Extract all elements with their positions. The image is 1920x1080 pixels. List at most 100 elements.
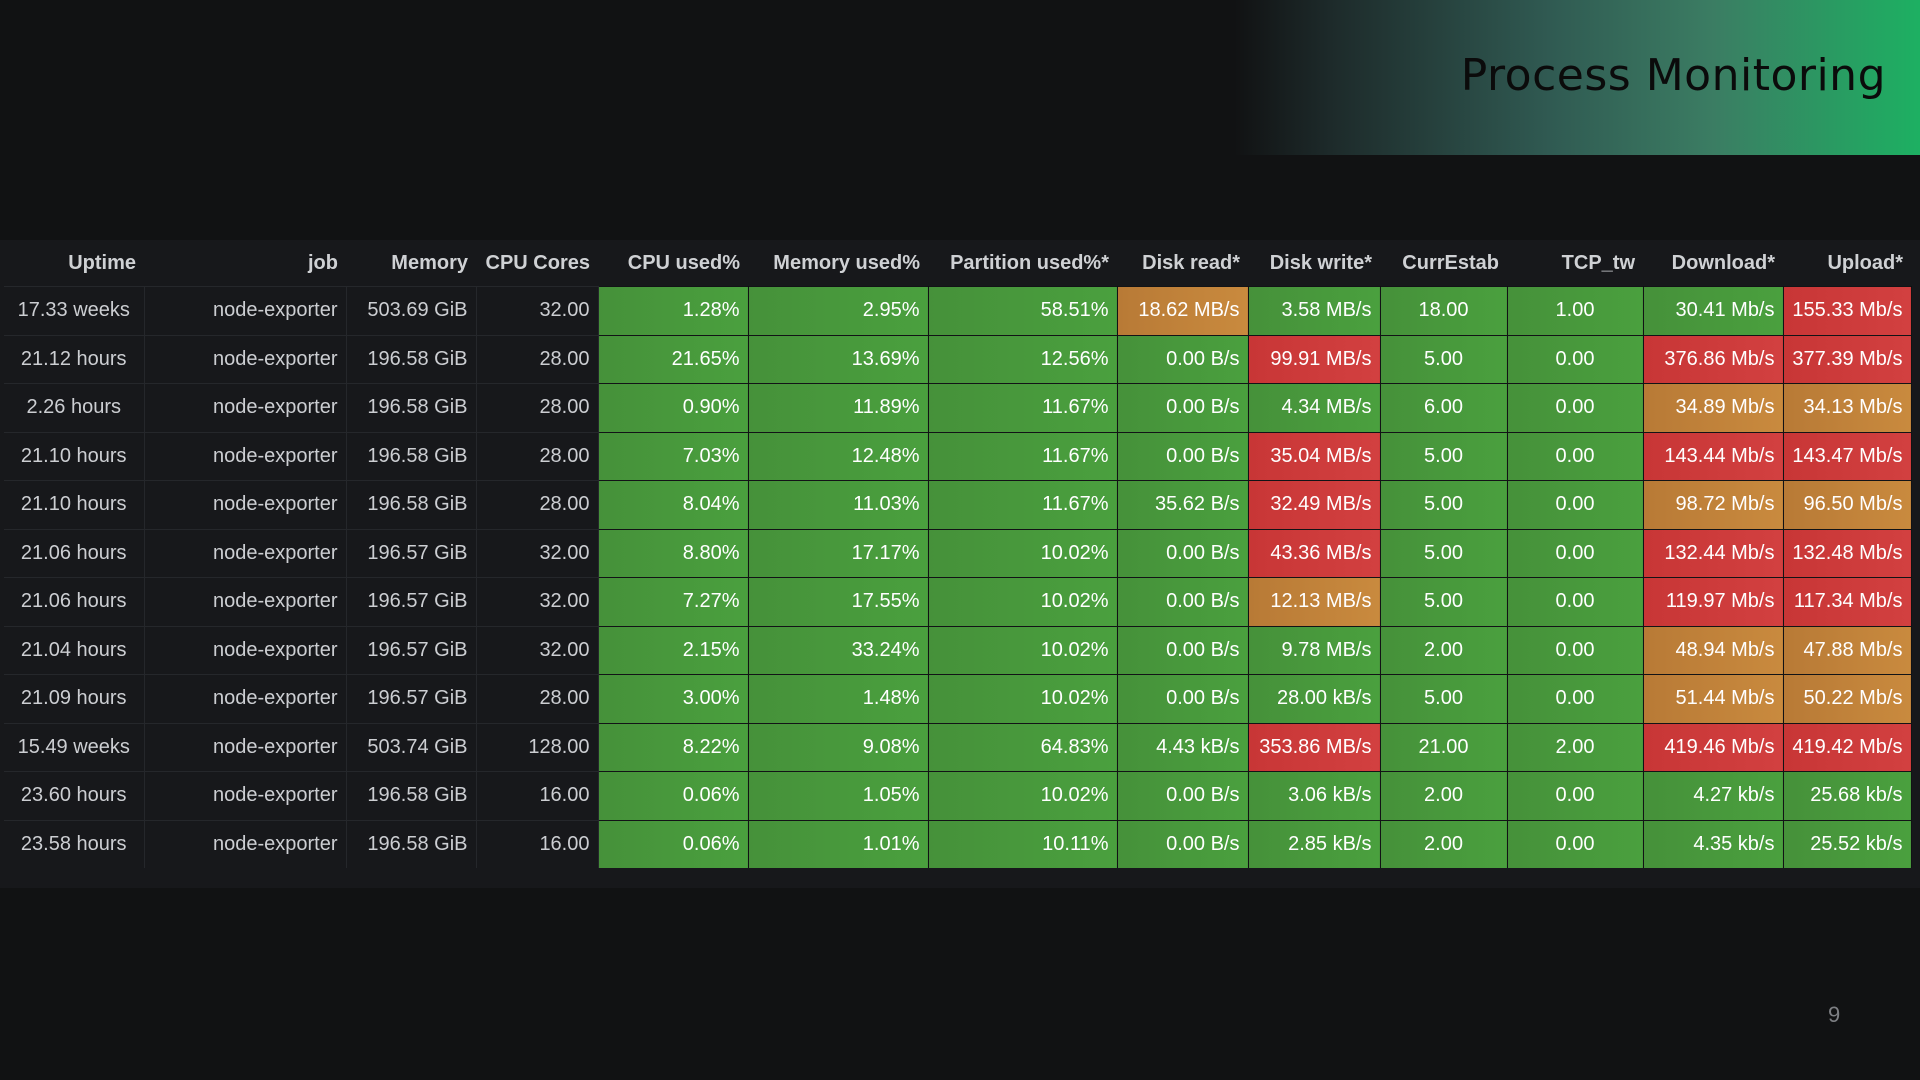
table-row: 15.49 weeks node-exporter 503.74 GiB 128.00… <box>4 722 1912 772</box>
cell-job: node-exporter <box>144 286 347 335</box>
cell-memory: 196.58 GiB <box>346 819 477 868</box>
cell-download: 48.94 Mb/s <box>1643 625 1784 675</box>
column-header[interactable]: Download* <box>1671 251 1775 274</box>
cell-currestab: 5.00 <box>1380 334 1508 384</box>
cell-currestab: 5.00 <box>1380 674 1508 723</box>
cell-partition-used: 12.56% <box>928 334 1118 384</box>
column-header[interactable]: Partition used%* <box>950 251 1109 274</box>
table-row: 21.10 hours node-exporter 196.58 GiB 28.00 7… <box>4 431 1912 481</box>
column-header[interactable]: CurrEstab <box>1402 251 1499 274</box>
cell-cpu-cores: 32.00 <box>476 625 599 675</box>
cell-uptime: 15.49 weeks <box>4 722 145 772</box>
slide-title: Process Monitoring <box>1460 50 1886 101</box>
cell-mem-used: 12.48% <box>748 431 929 481</box>
cell-currestab: 21.00 <box>1380 722 1508 772</box>
column-header[interactable]: Upload* <box>1827 251 1903 274</box>
cell-cpu-used: 0.06% <box>598 819 749 868</box>
table-row: 21.10 hours node-exporter 196.58 GiB 28.00 8… <box>4 480 1912 529</box>
cell-cpu-cores: 32.00 <box>476 286 599 335</box>
cell-partition-used: 10.11% <box>928 819 1118 868</box>
table-row: 23.60 hours node-exporter 196.58 GiB 16.00 0… <box>4 771 1912 820</box>
cell-download: 132.44 Mb/s <box>1643 528 1784 578</box>
page-number: 9 <box>1828 1002 1841 1027</box>
cell-download: 4.27 kb/s <box>1643 771 1784 820</box>
cell-disk-write: 43.36 MB/s <box>1248 528 1381 578</box>
column-header[interactable]: Memory used% <box>773 251 920 274</box>
cell-tcp-tw: 0.00 <box>1507 334 1644 384</box>
cell-partition-used: 10.02% <box>928 625 1118 675</box>
cell-job: node-exporter <box>144 383 347 432</box>
cell-disk-read: 0.00 B/s <box>1117 625 1249 675</box>
cell-job: node-exporter <box>144 334 347 384</box>
cell-uptime: 23.58 hours <box>4 819 145 868</box>
cell-disk-write: 32.49 MB/s <box>1248 480 1381 529</box>
cell-download: 143.44 Mb/s <box>1643 431 1784 481</box>
cell-uptime: 21.04 hours <box>4 625 145 675</box>
cell-disk-write: 3.06 kB/s <box>1248 771 1381 820</box>
cell-partition-used: 10.02% <box>928 528 1118 578</box>
cell-mem-used: 13.69% <box>748 334 929 384</box>
cell-job: node-exporter <box>144 771 347 820</box>
cell-uptime: 17.33 weeks <box>4 286 145 335</box>
column-header[interactable]: Uptime <box>68 251 136 274</box>
cell-uptime: 2.26 hours <box>4 383 145 432</box>
table-row: 23.58 hours node-exporter 196.58 GiB 16.00 0… <box>4 819 1912 868</box>
column-header[interactable]: Disk read* <box>1142 251 1240 274</box>
cell-upload: 143.47 Mb/s <box>1783 431 1912 481</box>
column-header[interactable]: job <box>308 251 338 274</box>
title-banner: Process Monitoring <box>1234 0 1920 155</box>
cell-uptime: 21.06 hours <box>4 528 145 578</box>
cell-disk-write: 99.91 MB/s <box>1248 334 1381 384</box>
cell-mem-used: 9.08% <box>748 722 929 772</box>
cell-disk-read: 18.62 MB/s <box>1117 286 1249 335</box>
table-row: 2.26 hours node-exporter 196.58 GiB 28.00 0.… <box>4 383 1912 432</box>
cell-upload: 50.22 Mb/s <box>1783 674 1912 723</box>
cell-upload: 117.34 Mb/s <box>1783 577 1912 626</box>
column-header[interactable]: Memory <box>391 251 468 274</box>
cell-cpu-cores: 16.00 <box>476 819 599 868</box>
cell-job: node-exporter <box>144 528 347 578</box>
cell-memory: 503.69 GiB <box>346 286 477 335</box>
cell-partition-used: 10.02% <box>928 577 1118 626</box>
cell-currestab: 2.00 <box>1380 819 1508 868</box>
cell-uptime: 21.06 hours <box>4 577 145 626</box>
table-row: 17.33 weeks node-exporter 503.69 GiB 32.00 1… <box>4 286 1912 335</box>
cell-download: 119.97 Mb/s <box>1643 577 1784 626</box>
cell-upload: 96.50 Mb/s <box>1783 480 1912 529</box>
cell-memory: 196.58 GiB <box>346 431 477 481</box>
cell-partition-used: 64.83% <box>928 722 1118 772</box>
cell-upload: 377.39 Mb/s <box>1783 334 1912 384</box>
cell-partition-used: 10.02% <box>928 771 1118 820</box>
table-row: 21.04 hours node-exporter 196.57 GiB 32.00 2… <box>4 625 1912 675</box>
column-header[interactable]: CPU used% <box>627 251 740 274</box>
cell-disk-read: 0.00 B/s <box>1117 334 1249 384</box>
cell-disk-read: 0.00 B/s <box>1117 383 1249 432</box>
cell-cpu-used: 0.90% <box>598 383 749 432</box>
cell-cpu-cores: 32.00 <box>476 528 599 578</box>
cell-tcp-tw: 0.00 <box>1507 819 1644 868</box>
cell-tcp-tw: 0.00 <box>1507 480 1644 529</box>
column-header[interactable]: Disk write* <box>1269 251 1372 274</box>
cell-mem-used: 33.24% <box>748 625 929 675</box>
table-row: 21.09 hours node-exporter 196.57 GiB 28.00 3… <box>4 674 1912 723</box>
cell-disk-write: 9.78 MB/s <box>1248 625 1381 675</box>
cell-job: node-exporter <box>144 722 347 772</box>
cell-cpu-cores: 28.00 <box>476 383 599 432</box>
table-body: 17.33 weeks node-exporter 503.69 GiB 32.00 1… <box>4 286 1912 868</box>
cell-memory: 196.57 GiB <box>346 528 477 578</box>
cell-disk-read: 35.62 B/s <box>1117 480 1249 529</box>
cell-partition-used: 11.67% <box>928 480 1118 529</box>
cell-cpu-cores: 28.00 <box>476 674 599 723</box>
cell-disk-write: 35.04 MB/s <box>1248 431 1381 481</box>
cell-mem-used: 11.89% <box>748 383 929 432</box>
cell-job: node-exporter <box>144 819 347 868</box>
column-header[interactable]: TCP_tw <box>1561 251 1635 274</box>
cell-mem-used: 1.05% <box>748 771 929 820</box>
cell-partition-used: 10.02% <box>928 674 1118 723</box>
cell-upload: 25.52 kb/s <box>1783 819 1912 868</box>
cell-mem-used: 11.03% <box>748 480 929 529</box>
process-table: Uptime job Memory CPU Cores CPU used% Memory … <box>4 240 1912 868</box>
cell-partition-used: 58.51% <box>928 286 1118 335</box>
column-header[interactable]: CPU Cores <box>485 251 590 274</box>
cell-job: node-exporter <box>144 431 347 481</box>
